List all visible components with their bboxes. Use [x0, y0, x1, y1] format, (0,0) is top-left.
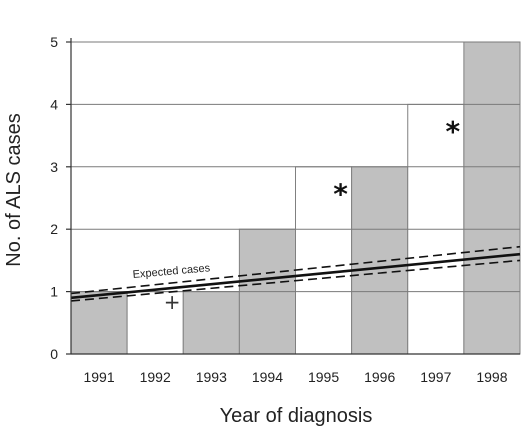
bar-1995 [295, 166, 353, 355]
asterisk-marker-1997: * [445, 115, 460, 148]
bar-1992 [126, 291, 184, 355]
x-tick-label-1998: 1998 [476, 369, 507, 385]
y-tick-label-0: 0 [50, 346, 58, 362]
expected-lower-bound-line [70, 259, 521, 302]
y-tick-label-5: 5 [50, 34, 58, 50]
expected-cases-label: Expected cases [132, 262, 211, 281]
plus-marker-1992: + [164, 290, 181, 314]
x-tick-label-1992: 1992 [140, 369, 171, 385]
asterisk-marker-1995: * [333, 178, 348, 211]
y-tick-label-3: 3 [50, 159, 58, 175]
bars-layer [70, 41, 521, 355]
y-tick-label-2: 2 [50, 221, 58, 237]
x-tick-label-1997: 1997 [420, 369, 451, 385]
x-tick-label-1991: 1991 [83, 369, 114, 385]
bar-1993 [182, 291, 240, 355]
bar-1991 [70, 291, 128, 355]
x-tick-label-1994: 1994 [252, 369, 283, 385]
expected-cases-line [70, 252, 521, 300]
x-tick-label-1993: 1993 [196, 369, 227, 385]
labels-layer: 0 1 2 3 4 5 1991 1992 1993 1994 1995 1996 1997 1998 + *… [50, 34, 508, 385]
expected-upper-bound-line [70, 245, 521, 295]
y-axis-title: No. of ALS cases [3, 113, 25, 266]
axes-layer [66, 38, 520, 355]
x-tick-label-1996: 1996 [364, 369, 395, 385]
bar-1998 [463, 41, 521, 355]
bar-1996 [351, 166, 409, 355]
y-tick-label-1: 1 [50, 284, 58, 300]
x-axis-title: Year of diagnosis [220, 405, 373, 427]
x-tick-label-1995: 1995 [308, 369, 339, 385]
y-tick-label-4: 4 [50, 96, 58, 112]
expected-line-layer [70, 245, 521, 302]
